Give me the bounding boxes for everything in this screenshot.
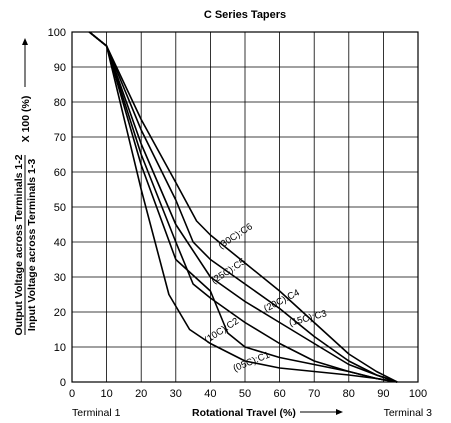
terminal-1-label: Terminal 1	[72, 407, 121, 419]
y-tick-label: 10	[54, 342, 66, 354]
series-line-2	[88, 31, 398, 383]
series-label-6: (05C):C1	[232, 350, 272, 375]
y-tick-label: 40	[54, 237, 66, 249]
y-tick-label: 30	[54, 272, 66, 284]
y-tick-label: 70	[54, 132, 66, 144]
series-label-4: (15C):C3	[288, 308, 328, 329]
x-tick-label: 30	[170, 388, 182, 400]
x-tick-label: 100	[409, 388, 427, 400]
y-tick-label: 80	[54, 97, 66, 109]
y-axis-factor: X 100 (%)	[20, 96, 32, 143]
y-tick-labels: 0 10 20 30 40 50 60 70 80 90 100	[48, 27, 66, 389]
y-axis-arrow-head	[22, 38, 28, 45]
x-tick-label: 70	[308, 388, 320, 400]
terminal-3-label: Terminal 3	[384, 407, 433, 419]
x-axis-arrow-head	[336, 409, 343, 415]
series-label-1: (30C):C6	[216, 221, 254, 251]
series-lines	[88, 31, 398, 383]
x-tick-label: 20	[135, 388, 147, 400]
series-line-3	[88, 31, 398, 383]
x-tick-label: 10	[100, 388, 112, 400]
y-axis-label-denominator: Input Voltage across Terminals 1-3	[26, 159, 38, 331]
y-tick-label: 50	[54, 202, 66, 214]
y-tick-label: 60	[54, 167, 66, 179]
x-tick-label: 50	[239, 388, 251, 400]
chart-title: C Series Tapers	[204, 9, 286, 21]
x-tick-label: 90	[377, 388, 389, 400]
x-tick-labels: 0 10 20 30 40 50 60 70 80 90 100	[69, 388, 427, 400]
plot-frame	[71, 31, 419, 383]
y-axis-label: Output Voltage across Terminals 1-2 Inpu…	[13, 38, 38, 336]
x-tick-label: 60	[273, 388, 285, 400]
x-tick-label: 80	[343, 388, 355, 400]
y-tick-label: 0	[60, 377, 66, 389]
y-tick-label: 90	[54, 62, 66, 74]
x-tick-label: 0	[69, 388, 75, 400]
y-tick-label: 100	[48, 27, 66, 39]
series-line-5	[88, 31, 398, 383]
x-axis-label: Rotational Travel (%)	[192, 407, 296, 419]
y-axis-label-numerator: Output Voltage across Terminals 1-2	[13, 154, 25, 335]
y-tick-label: 20	[54, 307, 66, 319]
series-line-1	[88, 31, 398, 383]
series-line-6	[88, 31, 398, 383]
x-tick-label: 40	[204, 388, 216, 400]
